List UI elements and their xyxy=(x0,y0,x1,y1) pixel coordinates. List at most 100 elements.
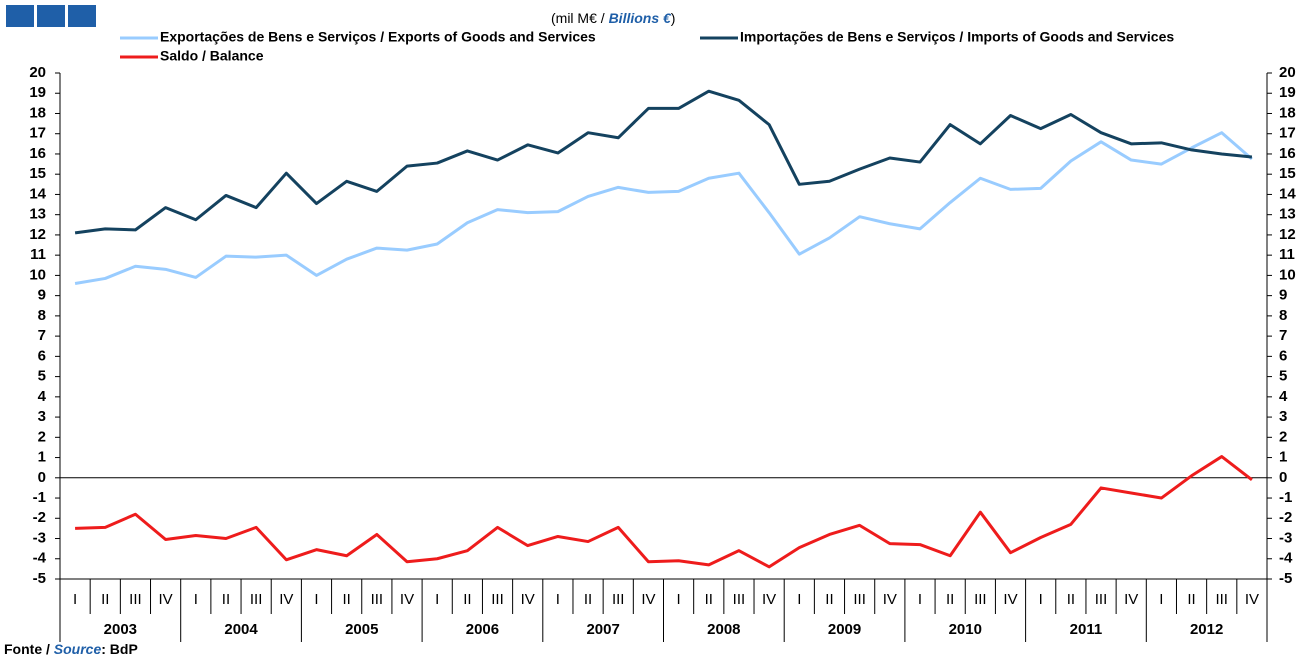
source-prefix: Fonte / xyxy=(4,641,50,657)
y2-tick-label: 9 xyxy=(1279,287,1287,304)
y-tick-label: -4 xyxy=(33,550,47,567)
source-suffix: : BdP xyxy=(101,641,138,657)
x-tick-label: I xyxy=(1039,591,1043,608)
y2-tick-label: 7 xyxy=(1279,327,1287,344)
y2-tick-label: -2 xyxy=(1279,509,1292,526)
year-label: 2011 xyxy=(1070,621,1103,638)
year-label: 2012 xyxy=(1190,621,1223,638)
logo-block xyxy=(68,5,96,27)
year-label: 2008 xyxy=(707,621,740,638)
y-tick-label: 6 xyxy=(38,347,46,364)
x-tick-label: I xyxy=(435,591,439,608)
y2-tick-label: -1 xyxy=(1279,489,1292,506)
x-tick-label: III xyxy=(371,591,384,608)
y-tick-label: 0 xyxy=(38,469,46,486)
y-tick-label: -2 xyxy=(33,509,46,526)
x-tick-label: II xyxy=(101,591,109,608)
y-tick-label: 15 xyxy=(29,165,46,182)
x-tick-label: II xyxy=(705,591,713,608)
x-tick-label: I xyxy=(797,591,801,608)
x-tick-label: II xyxy=(463,591,471,608)
y2-tick-label: 18 xyxy=(1279,104,1296,121)
y-tick-label: -1 xyxy=(33,489,46,506)
y-tick-label: 10 xyxy=(29,266,46,283)
x-tick-label: IV xyxy=(279,591,293,608)
x-tick-label: I xyxy=(73,591,77,608)
y2-tick-label: 12 xyxy=(1279,226,1296,243)
legend-label: Importações de Bens e Serviços / Imports… xyxy=(740,29,1174,45)
x-tick-label: I xyxy=(1159,591,1163,608)
series-line xyxy=(74,131,1253,285)
y2-tick-label: 1 xyxy=(1279,449,1287,466)
logo-block xyxy=(6,5,34,27)
x-tick-label: IV xyxy=(883,591,897,608)
legend-label: Exportações de Bens e Serviços / Exports… xyxy=(160,29,596,45)
y2-tick-label: 15 xyxy=(1279,165,1296,182)
y-tick-label: 11 xyxy=(30,246,46,263)
x-tick-label: IV xyxy=(1245,591,1259,608)
x-tick-label: I xyxy=(556,591,560,608)
y2-tick-label: 11 xyxy=(1279,246,1295,263)
x-tick-label: IV xyxy=(1003,591,1017,608)
y-tick-label: 18 xyxy=(29,104,46,121)
y2-tick-label: -5 xyxy=(1279,570,1292,587)
logo-block xyxy=(37,5,65,27)
x-tick-label: II xyxy=(1187,591,1195,608)
unit: (mil M€ / Billions €) xyxy=(551,10,675,26)
x-tick-label: I xyxy=(677,591,681,608)
y2-tick-label: 0 xyxy=(1279,469,1287,486)
y-tick-label: 20 xyxy=(29,64,46,81)
x-tick-label: IV xyxy=(1124,591,1138,608)
year-label: 2004 xyxy=(224,621,258,638)
y2-tick-label: 14 xyxy=(1279,185,1296,202)
x-tick-label: IV xyxy=(521,591,535,608)
y-tick-label: 2 xyxy=(38,428,46,445)
y-tick-label: 12 xyxy=(29,226,46,243)
x-tick-label: II xyxy=(825,591,833,608)
y2-tick-label: 3 xyxy=(1279,408,1287,425)
y2-tick-label: -3 xyxy=(1279,529,1292,546)
y2-tick-label: 10 xyxy=(1279,266,1296,283)
y-tick-label: 17 xyxy=(29,125,46,142)
y2-tick-label: 17 xyxy=(1279,125,1296,142)
x-tick-label: II xyxy=(342,591,350,608)
y-tick-label: 13 xyxy=(29,206,46,223)
y2-tick-label: 13 xyxy=(1279,206,1296,223)
unit-prefix: (mil M€ / xyxy=(551,10,605,26)
y-tick-label: 16 xyxy=(29,145,46,162)
y2-tick-label: 4 xyxy=(1279,388,1288,405)
y-tick-label: 3 xyxy=(38,408,46,425)
year-label: 2005 xyxy=(345,621,378,638)
y2-tick-label: 2 xyxy=(1279,428,1287,445)
x-tick-label: II xyxy=(1067,591,1075,608)
x-tick-label: III xyxy=(1095,591,1108,608)
y-tick-label: 19 xyxy=(29,84,46,101)
x-tick-label: III xyxy=(612,591,625,608)
y-tick-label: 9 xyxy=(38,287,46,304)
year-label: 2006 xyxy=(466,621,499,638)
year-label: 2003 xyxy=(104,621,137,638)
series-line xyxy=(74,89,1253,235)
legend-label: Saldo / Balance xyxy=(160,48,264,64)
x-tick-label: III xyxy=(129,591,142,608)
year-label: 2007 xyxy=(586,621,619,638)
y2-tick-label: -4 xyxy=(1279,550,1293,567)
y2-tick-label: 20 xyxy=(1279,64,1296,81)
y-tick-label: 4 xyxy=(38,388,47,405)
x-tick-label: II xyxy=(584,591,592,608)
y-tick-label: -5 xyxy=(33,570,46,587)
year-label: 2009 xyxy=(828,621,861,638)
x-tick-label: III xyxy=(853,591,866,608)
x-tick-label: III xyxy=(733,591,746,608)
x-tick-label: II xyxy=(946,591,954,608)
x-tick-label: III xyxy=(250,591,263,608)
x-tick-label: IV xyxy=(641,591,655,608)
y-tick-label: 5 xyxy=(38,368,46,385)
x-tick-label: IV xyxy=(762,591,776,608)
year-label: 2010 xyxy=(949,621,982,638)
x-tick-label: III xyxy=(974,591,987,608)
y-tick-label: -3 xyxy=(33,529,46,546)
x-tick-label: I xyxy=(194,591,198,608)
